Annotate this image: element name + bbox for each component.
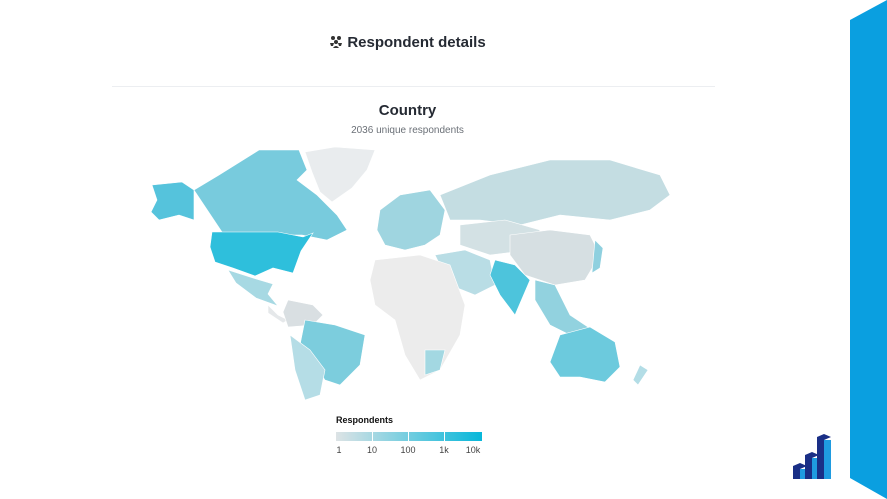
africa[interactable] <box>369 254 466 381</box>
world-choropleth-map[interactable] <box>140 140 680 405</box>
legend-tick: 100 <box>400 445 416 455</box>
legend-tick: 1k <box>439 445 449 455</box>
country-china[interactable] <box>509 229 601 286</box>
legend-tick: 10k <box>465 445 481 455</box>
central-america[interactable] <box>267 304 289 324</box>
country-alaska[interactable] <box>150 181 195 221</box>
divider <box>112 86 715 87</box>
country-new-zealand[interactable] <box>632 364 649 386</box>
country-south-africa[interactable] <box>424 349 446 376</box>
country-japan[interactable] <box>591 239 604 274</box>
legend-tick: 10 <box>366 445 378 455</box>
legend: Respondents 1 10 100 1k 10k <box>336 415 482 457</box>
country-india[interactable] <box>489 259 531 316</box>
country-australia[interactable] <box>549 326 621 383</box>
europe[interactable] <box>376 189 446 251</box>
chart-title: Country <box>378 102 437 119</box>
legend-title: Respondents <box>336 415 394 425</box>
country-russia[interactable] <box>439 159 671 226</box>
legend-tick: 1 <box>336 445 342 455</box>
country-greenland[interactable] <box>304 146 376 203</box>
people-group-icon <box>330 36 343 48</box>
section-title: Respondent details <box>347 34 486 51</box>
country-mexico[interactable] <box>227 269 279 307</box>
country-argentina-chile[interactable] <box>289 334 326 401</box>
section-header: Respondent details <box>0 34 815 51</box>
country-usa[interactable] <box>209 231 314 277</box>
bar-chart-logo-icon <box>793 434 831 479</box>
chart-subtitle: 2036 unique respondents <box>351 125 464 136</box>
legend-color-scale <box>336 432 482 441</box>
legend-ticks: 1 10 100 1k 10k <box>336 445 482 457</box>
